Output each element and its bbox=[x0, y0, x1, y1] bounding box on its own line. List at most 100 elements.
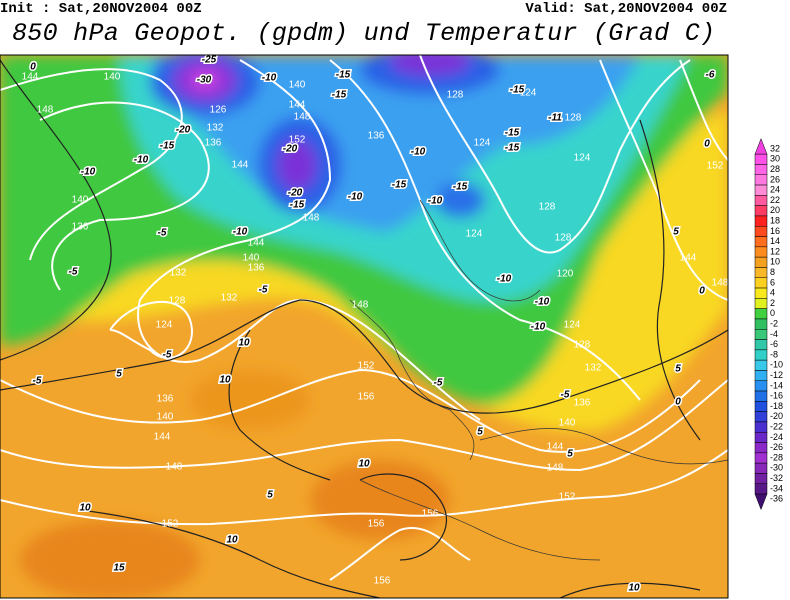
geopotential-label: 120 bbox=[557, 269, 574, 280]
geopotential-label: 136 bbox=[248, 263, 265, 274]
geopotential-label: 128 bbox=[555, 233, 572, 244]
temperature-label: 5 bbox=[267, 490, 273, 501]
temperature-label: -5 bbox=[33, 376, 42, 387]
colorbar-box bbox=[754, 287, 768, 299]
colorbar-box bbox=[754, 256, 768, 268]
geopotential-label: 140 bbox=[104, 72, 121, 83]
geopotential-label: 148 bbox=[547, 463, 564, 474]
geopotential-label: 152 bbox=[162, 519, 179, 530]
geopotential-label: 132 bbox=[221, 293, 238, 304]
colorbar-box bbox=[754, 153, 768, 165]
colorbar-label: -36 bbox=[770, 494, 783, 504]
geopotential-label: 148 bbox=[352, 300, 369, 311]
temperature-label: -10 bbox=[497, 274, 512, 285]
temperature-label: -5 bbox=[69, 267, 78, 278]
temperature-label: -10 bbox=[411, 147, 426, 158]
geopotential-label: 148 bbox=[294, 112, 311, 123]
temperature-label: -5 bbox=[561, 390, 570, 401]
temperature-label: -10 bbox=[233, 227, 248, 238]
temperature-label: 5 bbox=[675, 364, 681, 375]
colorbar-label: -26 bbox=[770, 442, 783, 452]
temperature-label: -15 bbox=[290, 200, 305, 211]
colorbar-box bbox=[754, 318, 768, 330]
colorbar-box bbox=[754, 483, 768, 495]
colorbar-box bbox=[754, 184, 768, 196]
temperature-label: 5 bbox=[567, 449, 573, 460]
colorbar-label: 0 bbox=[770, 308, 775, 318]
temperature-label: -10 bbox=[531, 322, 546, 333]
temperature-label: 5 bbox=[673, 227, 679, 238]
colorbar-label: 32 bbox=[770, 143, 780, 153]
colorbar-arrow bbox=[754, 493, 768, 511]
colorbar-box bbox=[754, 267, 768, 279]
temperature-label: -10 bbox=[428, 196, 443, 207]
geopotential-label: 148 bbox=[166, 462, 183, 473]
temperature-label: 0 bbox=[30, 62, 36, 73]
colorbar-label: 18 bbox=[770, 215, 780, 225]
geopotential-label: 128 bbox=[539, 202, 556, 213]
geopotential-label: 128 bbox=[447, 90, 464, 101]
geopotential-label: 148 bbox=[712, 278, 729, 289]
temperature-label: -15 bbox=[336, 70, 351, 81]
colorbar-arrow bbox=[754, 138, 768, 155]
temperature-label: 10 bbox=[226, 535, 238, 546]
colorbar-label: 16 bbox=[770, 226, 780, 236]
colorbar-box bbox=[754, 195, 768, 206]
valid-time: Valid: Sat,20NOV2004 00Z bbox=[525, 1, 727, 17]
colorbar-box bbox=[754, 411, 768, 423]
temperature-label: -10 bbox=[134, 155, 149, 166]
temperature-label: -11 bbox=[548, 113, 562, 124]
geopotential-label: 136 bbox=[72, 222, 89, 233]
geopotential-label: 156 bbox=[422, 509, 439, 520]
geopotential-label: 152 bbox=[559, 492, 576, 503]
geopotential-label: 128 bbox=[574, 340, 591, 351]
geopotential-label: 148 bbox=[37, 105, 54, 116]
geopotential-label: 124 bbox=[574, 153, 591, 164]
geopotential-label: 152 bbox=[707, 161, 724, 172]
colorbar-label: -24 bbox=[770, 432, 783, 442]
temperature-label: -10 bbox=[348, 192, 363, 203]
temperature-label: -5 bbox=[158, 228, 167, 239]
temperature-label: -15 bbox=[505, 143, 520, 154]
temperature-label: -15 bbox=[505, 128, 520, 139]
colorbar-box bbox=[754, 164, 768, 175]
geopotential-label: 144 bbox=[289, 100, 306, 111]
colorbar-label: 28 bbox=[770, 164, 780, 174]
colorbar-box bbox=[754, 380, 768, 392]
geopotential-label: 156 bbox=[374, 576, 391, 587]
colorbar-label: 14 bbox=[770, 236, 780, 246]
colorbar-label: 22 bbox=[770, 195, 780, 205]
temperature-label: 0 bbox=[699, 286, 705, 297]
geopotential-label: 144 bbox=[22, 72, 39, 83]
colorbar-box bbox=[754, 462, 768, 474]
temperature-label: -5 bbox=[259, 285, 268, 296]
temperature-label: 5 bbox=[477, 427, 483, 438]
geopotential-label: 136 bbox=[205, 138, 222, 149]
colorbar-label: 6 bbox=[770, 277, 775, 287]
geopotential-label: 144 bbox=[680, 253, 697, 264]
geopotential-label: 124 bbox=[474, 138, 491, 149]
temperature-contours bbox=[0, 59, 728, 598]
colorbar-label: -10 bbox=[770, 360, 783, 370]
geopotential-label: 126 bbox=[210, 105, 227, 116]
map-title: 850 hPa Geopot. (gpdm) und Temperatur (G… bbox=[12, 19, 715, 48]
colorbar-box bbox=[754, 401, 768, 412]
colorbar-box bbox=[754, 370, 768, 382]
temperature-label: 0 bbox=[675, 397, 681, 408]
geopotential-label: 136 bbox=[574, 398, 591, 409]
colorbar-label: -30 bbox=[770, 463, 783, 473]
geopotential-label: 140 bbox=[243, 253, 260, 264]
colorbar-label: 30 bbox=[770, 154, 780, 164]
colorbar-label: -14 bbox=[770, 380, 783, 390]
temperature-label: 5 bbox=[116, 369, 122, 380]
colorbar-label: -32 bbox=[770, 473, 783, 483]
geopotential-label: 136 bbox=[157, 394, 174, 405]
init-time: Init : Sat,20NOV2004 00Z bbox=[0, 1, 202, 17]
geopotential-label: 140 bbox=[72, 195, 89, 206]
colorbar-label: -6 bbox=[770, 339, 778, 349]
colorbar-box bbox=[754, 339, 768, 351]
colorbar-label: -8 bbox=[770, 349, 778, 359]
geopotential-label: 144 bbox=[154, 432, 171, 443]
temperature-label: 10 bbox=[238, 338, 250, 349]
temperature-label: 10 bbox=[628, 583, 640, 594]
